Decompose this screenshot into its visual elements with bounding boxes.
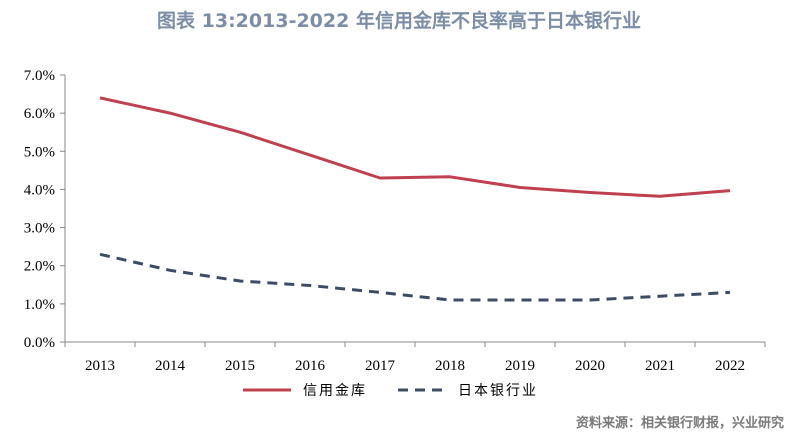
x-tick-label: 2022	[715, 358, 745, 374]
y-tick-label: 4.0%	[24, 182, 55, 198]
source-note: 资料来源：相关银行财报，兴业研究	[575, 416, 784, 431]
y-tick-label: 2.0%	[24, 259, 55, 275]
y-tick-labels: 0.0% 1.0% 2.0% 3.0% 4.0% 5.0% 6.0% 7.0%	[24, 68, 65, 351]
x-tick-label: 2021	[645, 358, 675, 374]
y-tick-label: 3.0%	[24, 221, 55, 237]
x-tick-label: 2016	[295, 358, 326, 374]
series-line-2	[99, 252, 731, 302]
axes	[64, 75, 765, 343]
x-tick-label: 2013	[85, 358, 115, 374]
legend: 信用金库 日本银行业	[243, 383, 538, 399]
y-tick-label: 0.0%	[24, 335, 55, 351]
chart-title: 图表 13:2013-2022 年信用金库不良率高于日本银行业	[157, 10, 641, 32]
series-lines	[99, 96, 731, 302]
x-tick-label: 2015	[225, 358, 255, 374]
y-tick-label: 6.0%	[24, 106, 55, 122]
legend-label-1: 信用金库	[303, 383, 367, 399]
x-tick-label: 2014	[155, 358, 186, 374]
y-tick-label: 7.0%	[24, 68, 55, 84]
x-tick-label: 2017	[365, 358, 396, 374]
series-line-1	[99, 96, 731, 198]
x-tick-labels: 2013 2014 2015 2016 2017 2018 2019 2020 2021 2022	[64, 342, 766, 374]
x-tick-label: 2019	[505, 358, 535, 374]
legend-label-2: 日本银行业	[458, 383, 538, 399]
x-tick-label: 2018	[435, 358, 465, 374]
y-tick-label: 1.0%	[24, 297, 55, 313]
y-tick-label: 5.0%	[24, 144, 55, 160]
x-tick-label: 2020	[575, 358, 605, 374]
